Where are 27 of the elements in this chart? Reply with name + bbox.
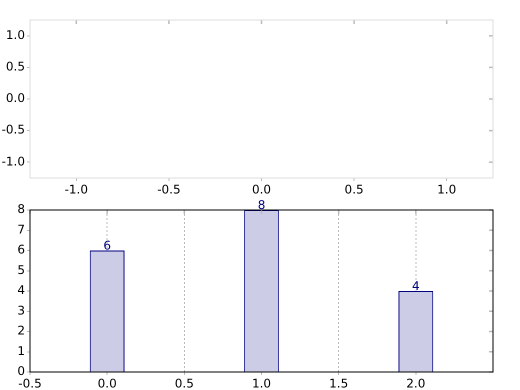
y-tick-label: 5 [17,262,25,277]
x-tick-label: 0.0 [98,376,117,390]
x-tick-label: 1.0 [437,182,456,196]
y-tick-label: -1.0 [2,154,25,168]
y-tick-label: 0.5 [6,60,25,74]
y-tick-label: 2 [17,324,25,338]
y-tick-label: 4 [17,283,25,298]
y-tick-label: 0 [17,364,25,378]
x-tick-label: -1.0 [64,182,88,196]
data-label: 6 [103,238,111,253]
y-tick-label: -0.5 [2,122,25,137]
x-tick-label: -0.5 [157,182,181,196]
x-tick-label: 1.5 [329,376,348,390]
y-tick-label: 1.0 [6,28,25,42]
x-tick-label: 0.5 [344,182,364,196]
y-tick-label: 6 [17,242,25,257]
y-tick-label: 7 [17,222,25,236]
y-tick-label: 8 [17,202,25,216]
x-tick-label: 0.0 [252,182,272,196]
y-tick-label: 3 [17,303,25,318]
y-tick-label: 1 [17,344,25,358]
x-tick-label: 1.0 [252,376,272,390]
data-label: 8 [258,198,266,212]
y-tick-label: 0.0 [6,91,25,106]
x-tick-label: 2.0 [406,376,426,390]
x-tick-label: 0.5 [174,376,194,390]
data-label: 4 [412,279,420,294]
